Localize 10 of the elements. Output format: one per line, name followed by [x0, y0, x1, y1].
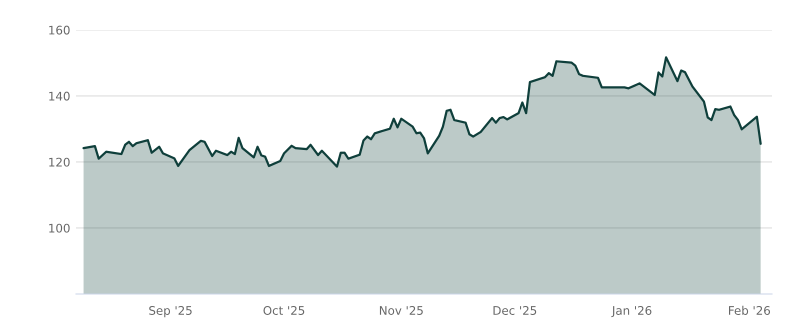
x-tick-label: Dec '25: [494, 306, 536, 315]
x-tick-label: Jan '26: [611, 306, 652, 318]
x-tick-label: Oct '25: [263, 306, 304, 315]
y-tick-label: 120: [49, 158, 70, 167]
x-tick-label: Nov '25: [380, 306, 423, 315]
x-tick-label: Feb '26: [729, 306, 770, 315]
y-tick-label: 160: [49, 26, 70, 35]
y-tick-label: 140: [49, 92, 70, 101]
x-tick-label: Sep '25: [149, 306, 192, 318]
y-tick-label: 100: [49, 224, 70, 233]
